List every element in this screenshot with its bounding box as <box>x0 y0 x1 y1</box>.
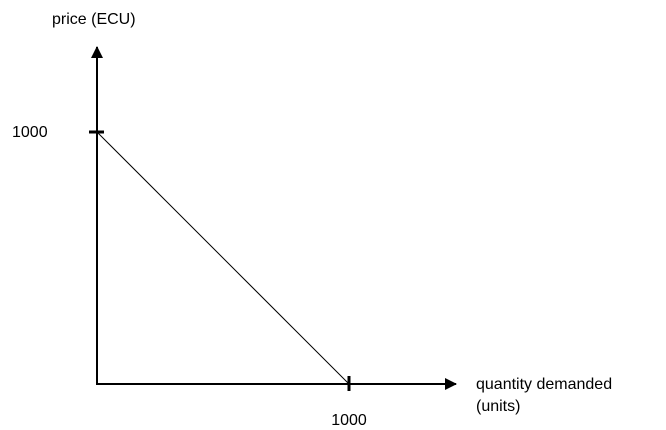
y-tick-label: 1000 <box>12 124 48 141</box>
y-axis-label: price (ECU) <box>52 11 136 28</box>
demand-line <box>96 131 350 385</box>
x-axis-label: quantity demanded <box>476 376 612 393</box>
x-axis-label-units: (units) <box>476 398 520 415</box>
x-tick-label: 1000 <box>331 412 367 429</box>
